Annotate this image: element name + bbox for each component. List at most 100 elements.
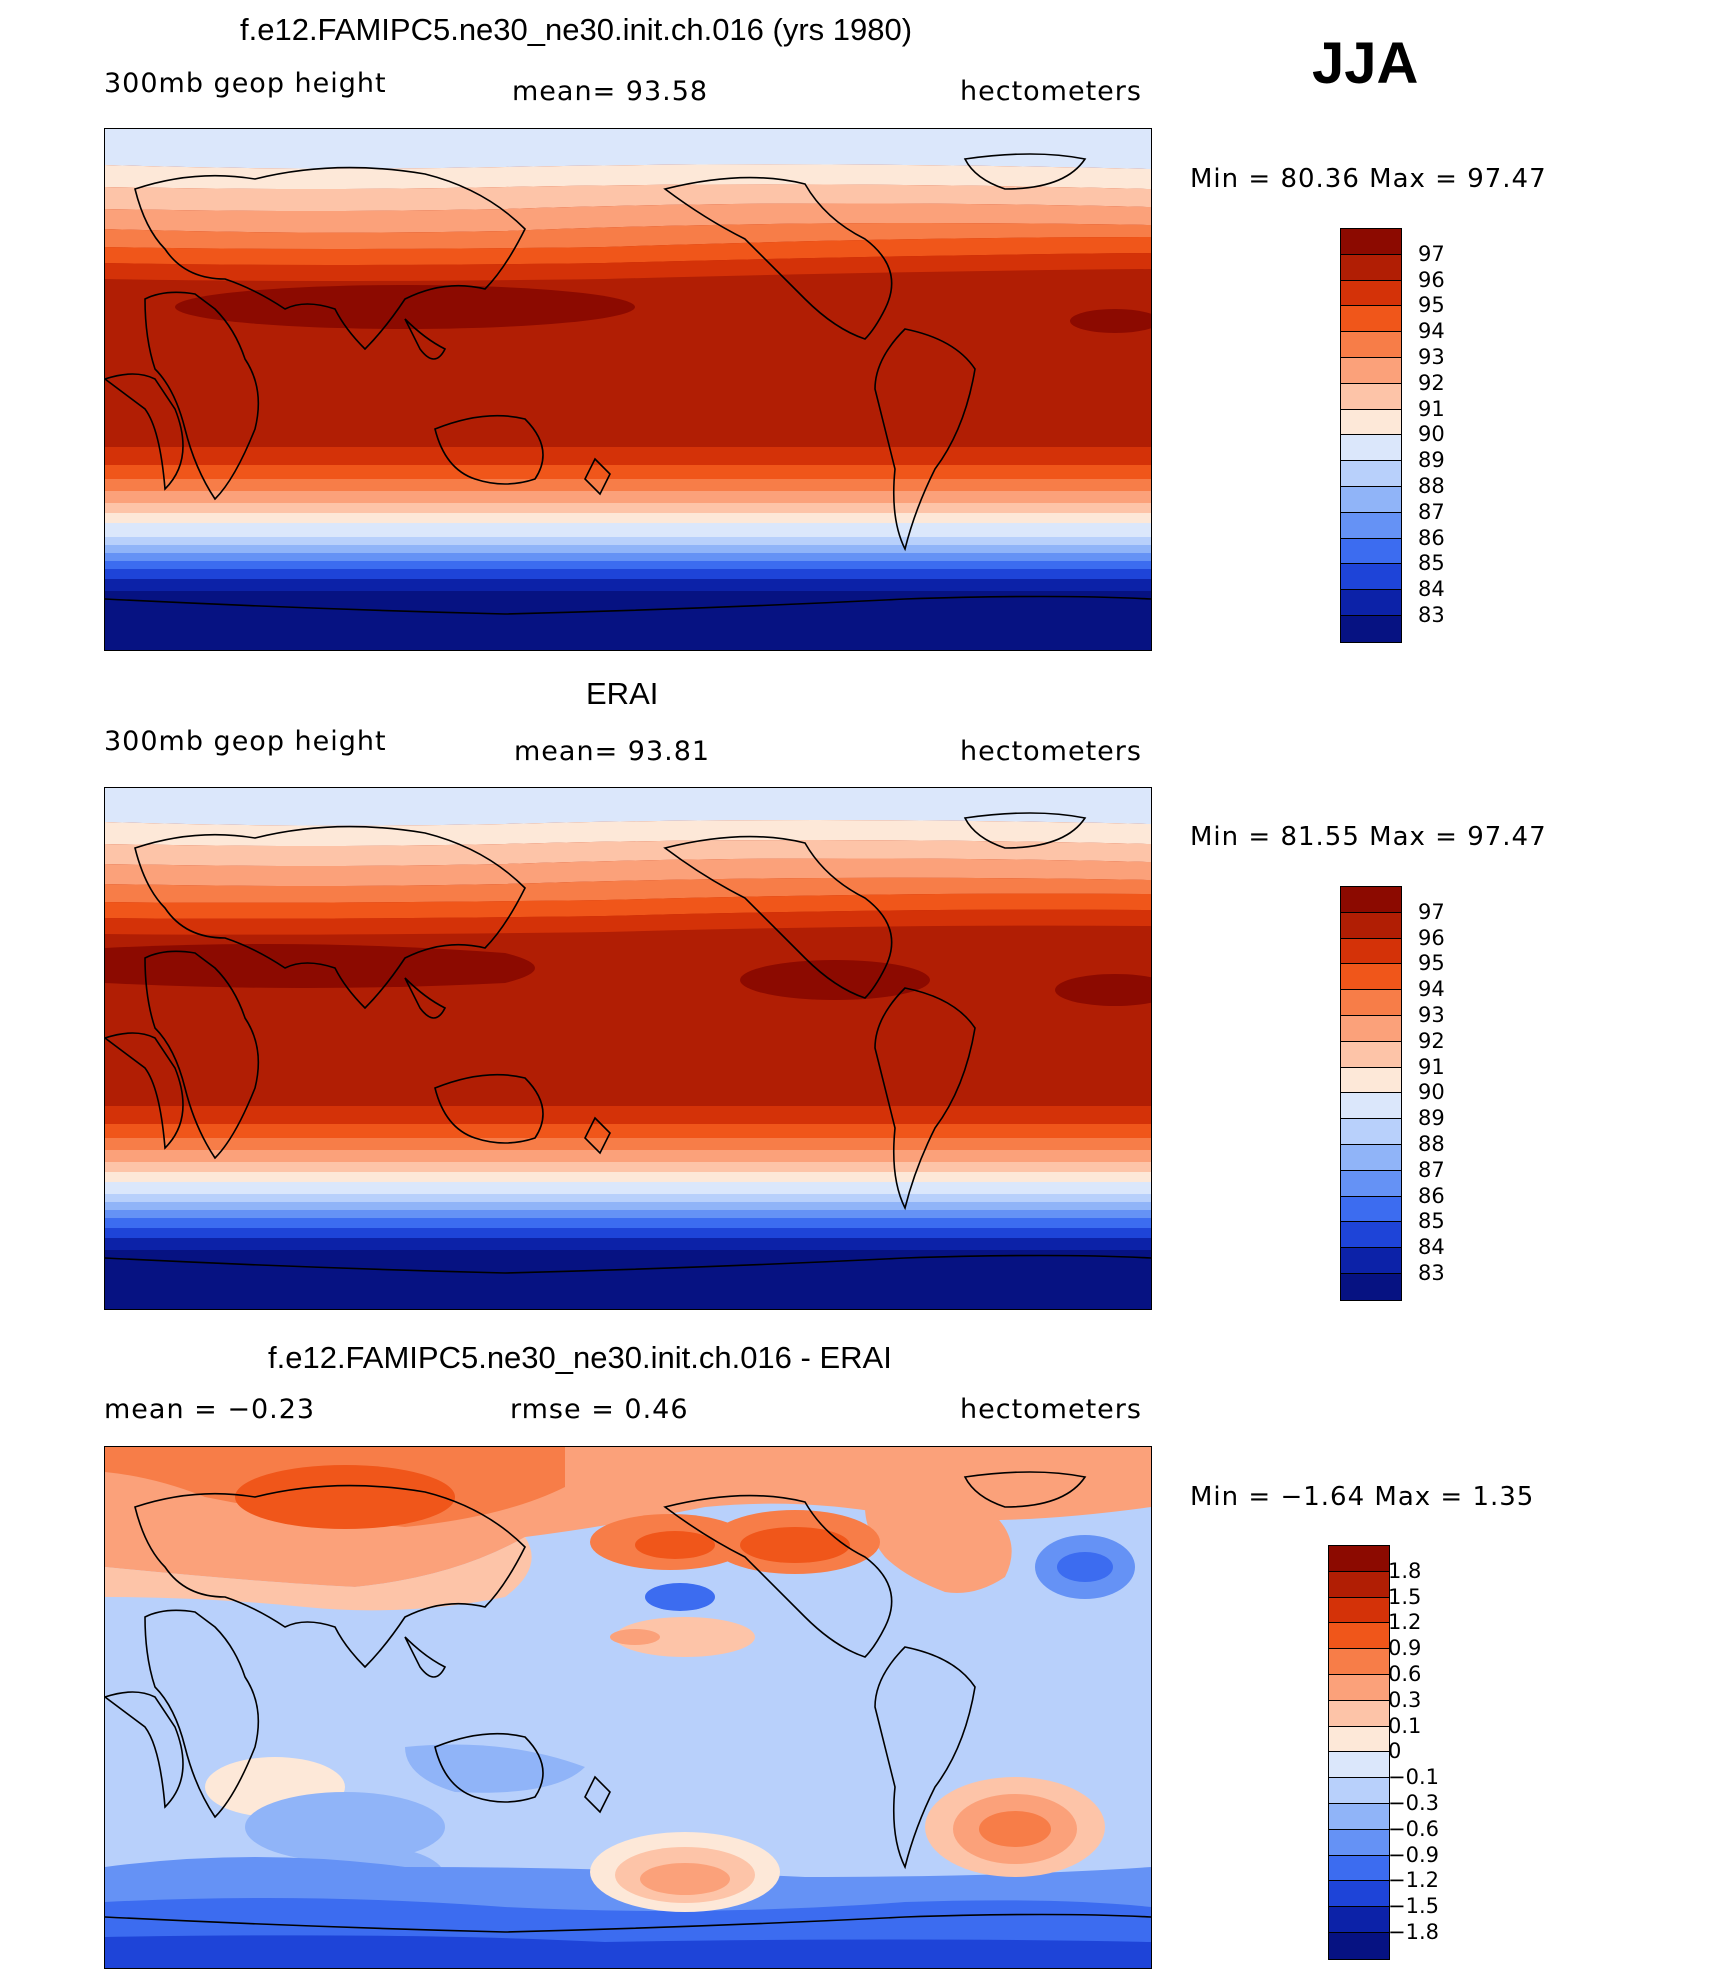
panel2-title: ERAI [586,676,659,711]
colorbar-tick-label: 84 [1418,1235,1445,1260]
panel1-minmax: Min = 80.36 Max = 97.47 [1190,164,1547,194]
colorbar-swatch [1341,383,1401,410]
panel3-coastlines [105,1471,1151,1933]
colorbar-swatch [1329,1623,1389,1650]
colorbar-swatch [1329,1829,1389,1856]
colorbar-tick-label: 88 [1418,1132,1445,1156]
panel2-variable-label: 300mb geop height [104,726,387,757]
colorbar-swatch [1341,1196,1401,1223]
panel1-contour-field [105,129,1151,650]
colorbar-swatch [1341,306,1401,333]
colorbar-swatch [1329,1674,1389,1701]
colorbar-tick-label: 92 [1418,370,1445,395]
colorbar-swatch [1329,1881,1389,1908]
colorbar-swatch [1341,1119,1401,1145]
panel1-map [104,128,1152,651]
colorbar-swatch [1329,1778,1389,1804]
panel1-title: f.e12.FAMIPC5.ne30_ne30.init.ch.016 (yrs… [240,12,913,47]
panel3-rmse-label: rmse = 0.46 [510,1394,689,1425]
colorbar-swatch [1341,254,1401,281]
colorbar-tick-label: 88 [1418,474,1445,498]
colorbar-tick-label: 91 [1418,1054,1445,1079]
colorbar-tick-label: 90 [1418,422,1445,447]
panel3-colorbar [1328,1545,1390,1960]
colorbar-tick-label: 1.2 [1388,1610,1422,1635]
colorbar-swatch [1329,1546,1389,1572]
colorbar-tick-label: −0.1 [1388,1765,1439,1790]
colorbar-tick-label: 0.1 [1388,1713,1422,1738]
panel1-colorbar [1340,228,1402,643]
colorbar-tick-label: 89 [1418,448,1445,473]
panel2-map [104,787,1152,1310]
colorbar-swatch [1341,512,1401,539]
colorbar-swatch [1341,1248,1401,1274]
colorbar-swatch [1341,1067,1401,1094]
panel1-coastlines [105,153,1151,615]
colorbar-swatch [1341,564,1401,591]
colorbar-tick-label: 94 [1418,319,1445,344]
colorbar-swatch [1329,1597,1389,1624]
colorbar-swatch [1341,280,1401,307]
panel2-coastlines [105,812,1151,1274]
colorbar-tick-label: 87 [1418,499,1445,524]
colorbar-swatch [1329,1571,1389,1598]
colorbar-swatch [1341,1273,1401,1300]
colorbar-swatch [1329,1752,1389,1779]
colorbar-tick-label: 92 [1418,1028,1445,1053]
colorbar-swatch [1329,1649,1389,1675]
colorbar-swatch [1341,1041,1401,1068]
colorbar-tick-label: 94 [1418,977,1445,1002]
colorbar-tick-label: 97 [1418,899,1445,924]
colorbar-swatch [1341,486,1401,513]
colorbar-tick-label: 85 [1418,1209,1445,1234]
colorbar-tick-label: 95 [1418,951,1445,976]
colorbar-tick-label: 85 [1418,551,1445,576]
colorbar-tick-label: 87 [1418,1157,1445,1182]
colorbar-tick-label: −1.8 [1388,1920,1439,1944]
colorbar-swatch [1329,1932,1389,1959]
colorbar-swatch [1341,538,1401,565]
panel1-units-label: hectometers [960,76,1142,107]
colorbar-swatch [1341,912,1401,939]
panel2-colorbar [1340,886,1402,1301]
colorbar-tick-label: 0 [1388,1739,1402,1764]
panel3-units-label: hectometers [960,1394,1142,1425]
colorbar-tick-label: 1.8 [1388,1558,1422,1583]
colorbar-tick-label: 0.3 [1388,1687,1422,1712]
panel3-map [104,1446,1152,1969]
colorbar-tick-label: −0.3 [1388,1791,1439,1815]
colorbar-swatch [1341,229,1401,255]
colorbar-tick-label: 83 [1418,1261,1445,1285]
colorbar-swatch [1341,990,1401,1016]
season-label: JJA [1312,31,1419,96]
colorbar-tick-label: 84 [1418,577,1445,602]
colorbar-swatch [1341,887,1401,913]
panel2-minmax: Min = 81.55 Max = 97.47 [1190,822,1547,852]
colorbar-tick-label: 86 [1418,525,1445,550]
colorbar-swatch [1341,1222,1401,1249]
colorbar-swatch [1341,590,1401,616]
panel2-mean-label: mean= 93.81 [514,736,711,767]
panel3-mean-label: mean = −0.23 [104,1394,316,1425]
colorbar-swatch [1341,1015,1401,1042]
colorbar-tick-label: 89 [1418,1106,1445,1131]
panel2-units-label: hectometers [960,736,1142,767]
colorbar-swatch [1341,964,1401,991]
colorbar-tick-label: 86 [1418,1183,1445,1208]
colorbar-swatch [1341,1170,1401,1197]
colorbar-tick-label: 0.9 [1388,1636,1422,1661]
colorbar-tick-label: 90 [1418,1080,1445,1105]
colorbar-tick-label: 93 [1418,1003,1445,1027]
colorbar-swatch [1329,1726,1389,1753]
colorbar-swatch [1329,1700,1389,1727]
panel2-contour-field [105,788,1151,1309]
colorbar-tick-label: −0.9 [1388,1842,1439,1867]
colorbar-tick-label: 1.5 [1388,1584,1422,1609]
colorbar-tick-label: 96 [1418,267,1445,292]
colorbar-swatch [1341,332,1401,358]
colorbar-tick-label: 83 [1418,603,1445,627]
colorbar-tick-label: 93 [1418,345,1445,369]
colorbar-swatch [1341,1144,1401,1171]
colorbar-swatch [1341,1093,1401,1120]
colorbar-swatch [1329,1907,1389,1933]
